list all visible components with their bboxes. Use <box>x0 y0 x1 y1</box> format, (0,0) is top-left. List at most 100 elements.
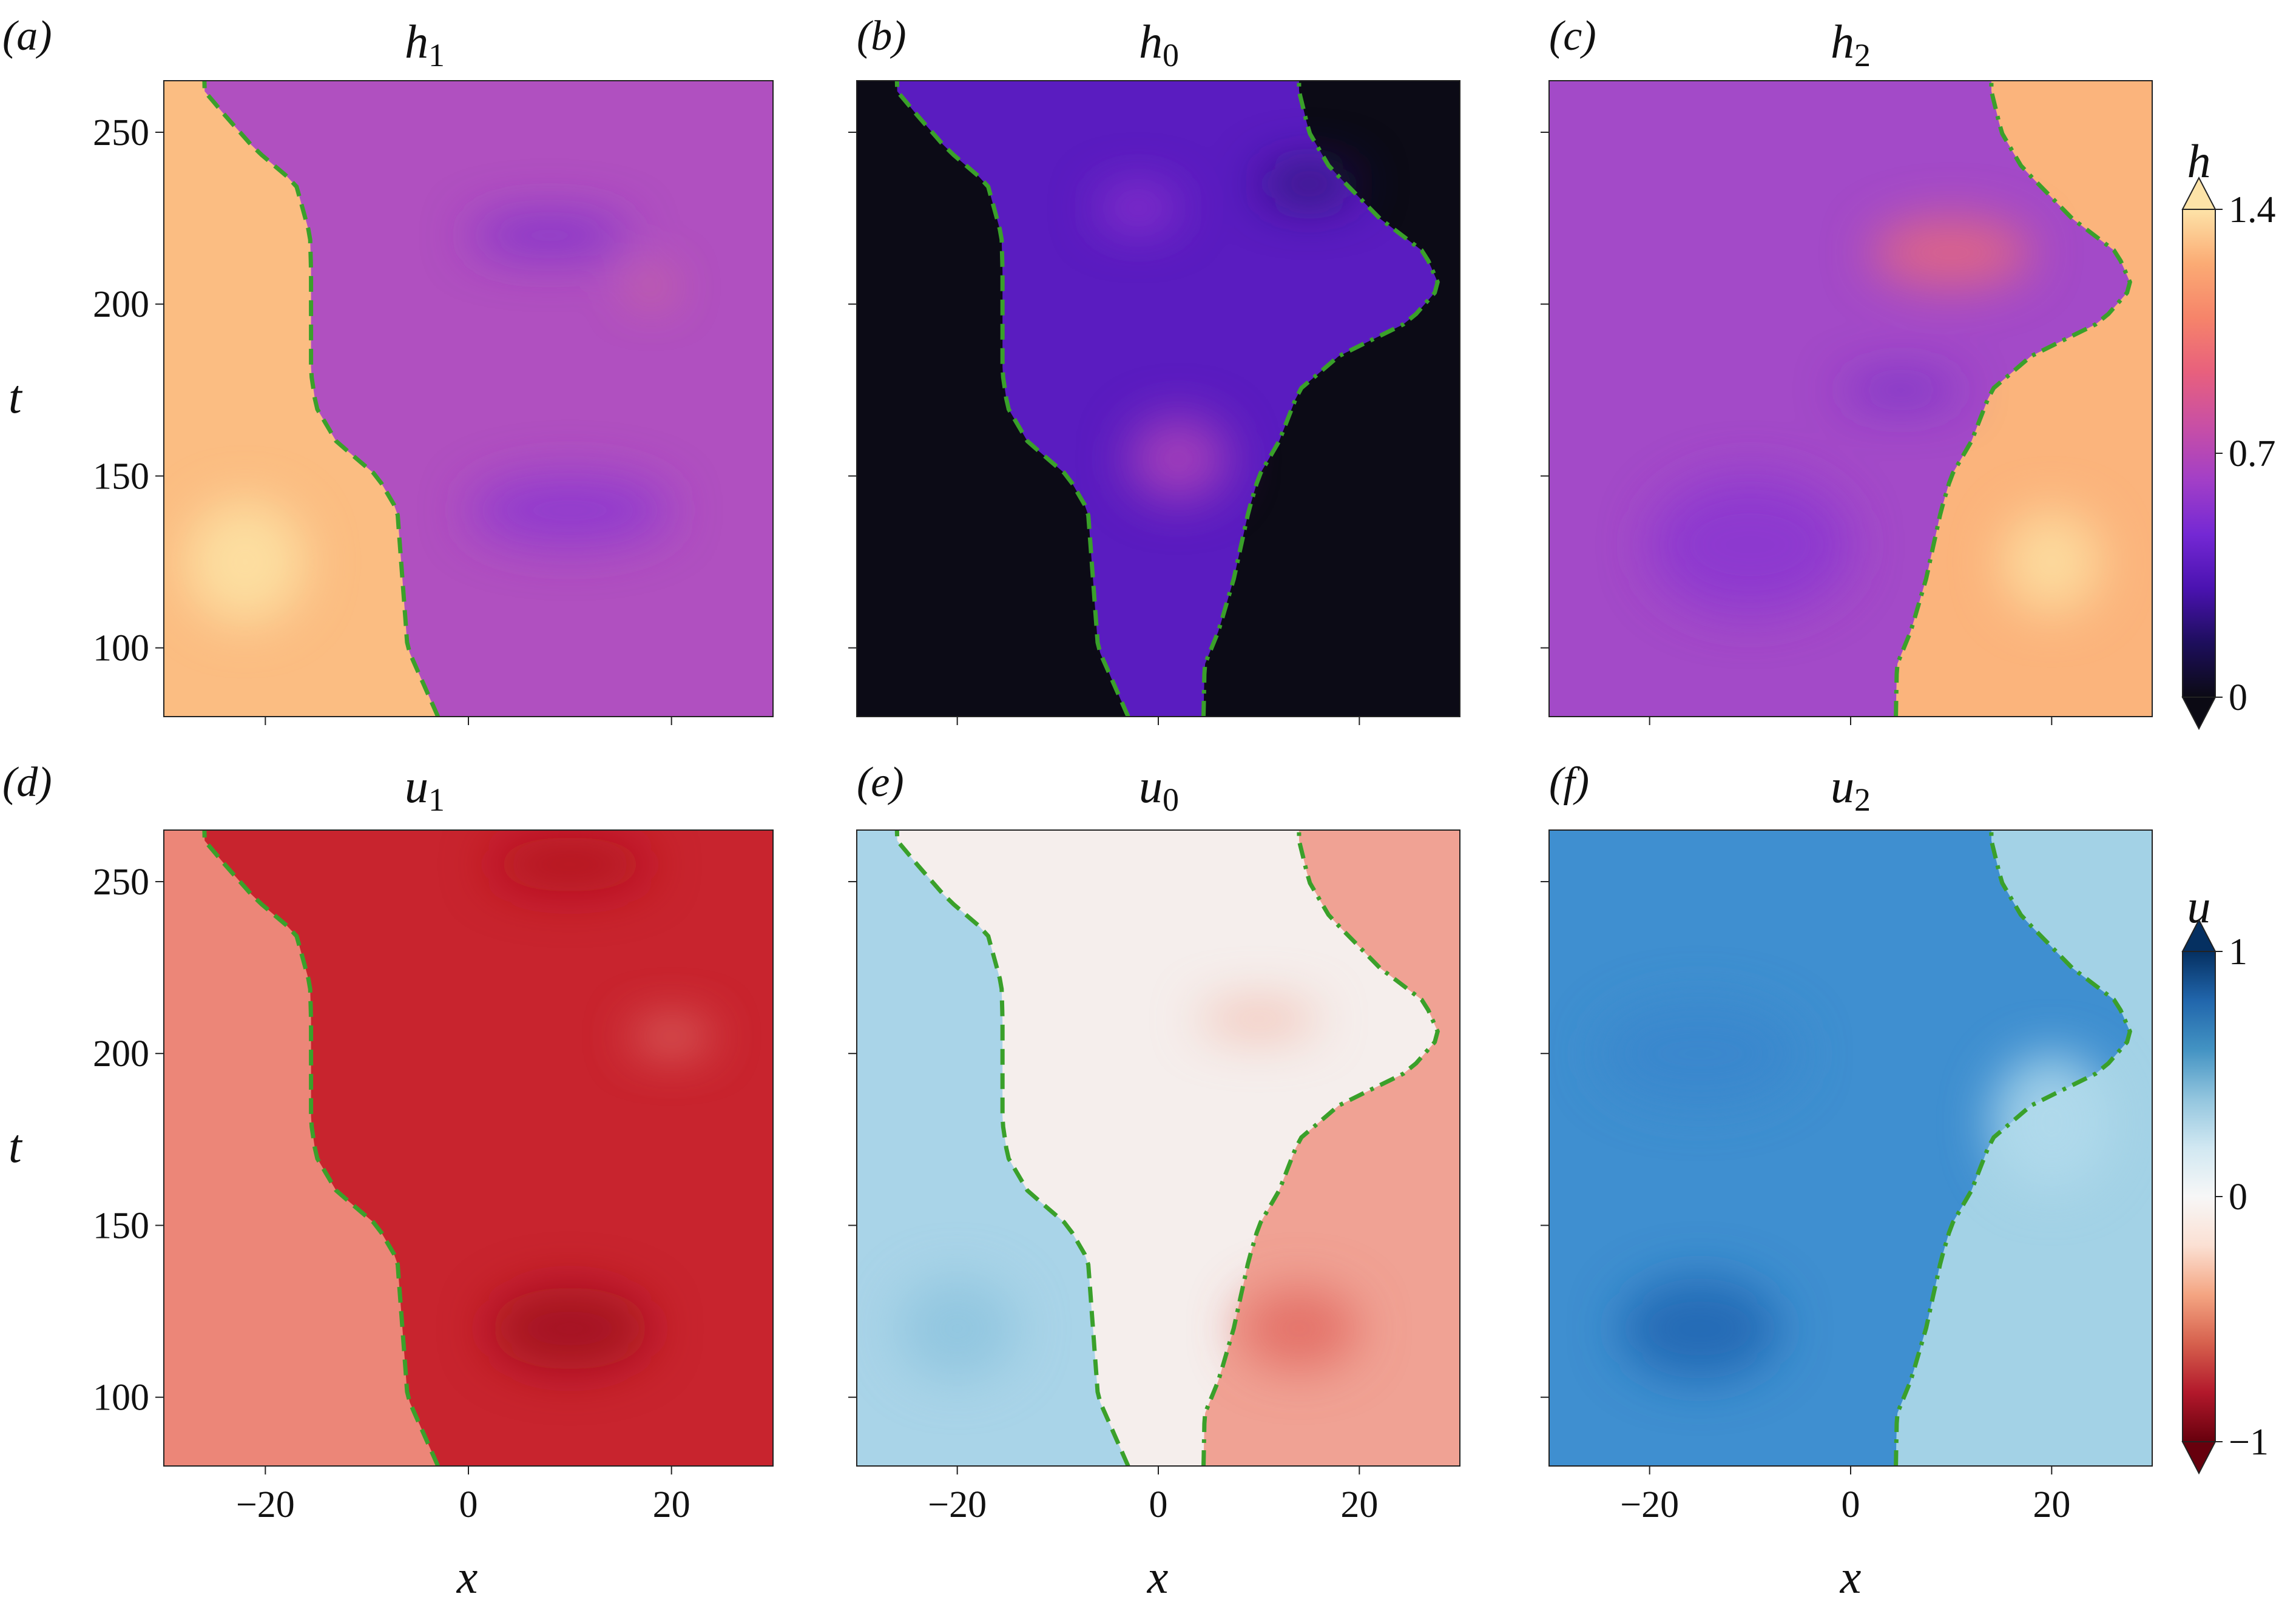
colorbar-tick-label: 0 <box>2229 1177 2247 1218</box>
heatmap-field <box>857 830 1460 1466</box>
x-axis-label-f: x <box>1840 1550 1862 1603</box>
t-tick-label: 250 <box>93 112 149 154</box>
heatmap-feature <box>1128 417 1229 501</box>
colorbar-tick-label: 0 <box>2229 677 2247 718</box>
heatmap-field <box>164 830 773 1466</box>
heatmap-feature <box>1238 1287 1360 1370</box>
left-region <box>164 830 438 1466</box>
heatmap-features <box>184 214 672 624</box>
colorbar-u: u 10−1 <box>2181 880 2269 1475</box>
heatmap-field <box>1549 81 2152 717</box>
panel-c: (c) h2 <box>1541 13 2153 725</box>
panel-label-f: (f) <box>1549 759 1589 806</box>
panel-title-b: h0 <box>1139 15 1179 73</box>
panel-f: (f) u2 −20 0 20 <box>1541 759 2153 1525</box>
heatmap-feature <box>2001 510 2102 614</box>
heatmap-feature <box>184 500 306 624</box>
panel-label-e: (e) <box>857 759 904 806</box>
panel-title-c: h2 <box>1831 15 1871 73</box>
x-tick-label: −20 <box>236 1484 295 1525</box>
heatmap-feature <box>897 1277 1018 1380</box>
panel-d: (d) u1 100 150 200 250 −20 0 20 <box>2 759 774 1525</box>
t-tick-label: 150 <box>93 1205 149 1246</box>
colorbar-tick-label: −1 <box>2229 1422 2269 1463</box>
x-axis-label-d: x <box>456 1550 478 1603</box>
heatmap-feature <box>1991 1053 2112 1191</box>
x-tick-label: 0 <box>1149 1484 1168 1525</box>
heatmap-plot-b <box>848 80 1460 725</box>
heatmap-field <box>1549 830 2152 1466</box>
colorbar-tick-label: 0.7 <box>2229 433 2276 475</box>
t-tick-label: 150 <box>93 456 149 497</box>
panel-label-d: (d) <box>2 759 52 806</box>
boundary-dashdot-line <box>1201 830 1440 1466</box>
boundary-dashdot-line <box>1894 81 2132 717</box>
heatmap-feature <box>1840 376 1962 404</box>
colorbar-tick-label: 1 <box>2229 931 2247 973</box>
x-tick-label: 0 <box>459 1484 478 1525</box>
x-axis-label-e: x <box>1147 1550 1169 1603</box>
heatmap-plot-d: 100 150 200 250 −20 0 20 <box>93 829 774 1525</box>
panel-title-a: h1 <box>405 15 445 73</box>
t-tick-label: 100 <box>93 1377 149 1419</box>
x-tick-label: −20 <box>1620 1484 1679 1525</box>
heatmap-feature <box>1258 163 1360 204</box>
heatmap-feature <box>630 276 672 297</box>
x-tick-label: −20 <box>928 1484 987 1525</box>
heatmap-feature <box>630 1022 712 1050</box>
x-tick-label: 0 <box>1842 1484 1860 1525</box>
heatmap-features <box>1599 1002 2112 1380</box>
heatmap-feature <box>1198 1002 1320 1036</box>
colorbar-gradient <box>2182 209 2216 698</box>
boundary-dashdot-line <box>1201 81 1440 717</box>
heatmap-feature <box>468 476 672 545</box>
heatmap-plot-e: −20 0 20 <box>848 829 1460 1525</box>
heatmap-field <box>164 81 773 717</box>
heatmap-feature <box>1098 187 1179 229</box>
heatmap-plot-a: 100 150 200 250 <box>93 80 774 725</box>
heatmap-feature <box>488 1287 652 1370</box>
heatmap-feature <box>468 214 631 256</box>
heatmap-features <box>897 1002 1360 1380</box>
panel-label-c: (c) <box>1549 13 1596 59</box>
panel-label-b: (b) <box>857 13 907 59</box>
t-tick-label: 100 <box>93 628 149 669</box>
colorbar-min-arrow <box>2181 1441 2217 1475</box>
panel-label-a: (a) <box>2 13 52 59</box>
heatmap-feature <box>1599 1002 1801 1106</box>
colorbar-gradient <box>2182 951 2216 1442</box>
panel-b: (b) h0 <box>848 13 1460 725</box>
heatmap-features <box>488 837 712 1370</box>
boundary-dashed-line <box>894 81 1130 717</box>
heatmap-features <box>1649 218 2102 614</box>
colorbar-tick-label: 1.4 <box>2229 189 2276 231</box>
boundary-dashed-line <box>202 830 441 1466</box>
boundary-dashdot-line <box>1894 830 2132 1466</box>
t-axis-label-bottom: t <box>8 1120 23 1172</box>
heatmap-feature <box>1871 218 2032 287</box>
x-tick-label: 20 <box>653 1484 690 1525</box>
boundary-dashed-line <box>894 830 1130 1466</box>
t-tick-label: 200 <box>93 284 149 325</box>
x-tick-label: 20 <box>1340 1484 1378 1525</box>
heatmap-plot-c <box>1541 80 2153 725</box>
heatmap-feature <box>1619 1277 1781 1380</box>
colorbar-min-arrow <box>2181 697 2217 731</box>
t-tick-label: 250 <box>93 862 149 903</box>
panel-title-d: u1 <box>405 760 445 818</box>
t-tick-label: 200 <box>93 1033 149 1075</box>
heatmap-features <box>1098 163 1360 501</box>
colorbar-h: h 1.40.70 <box>2181 135 2276 731</box>
t-axis-label-top: t <box>8 370 23 423</box>
x-tick-label: 20 <box>2033 1484 2070 1525</box>
panel-title-e: u0 <box>1139 760 1179 818</box>
heatmap-plot-f: −20 0 20 <box>1541 829 2153 1525</box>
heatmap-field <box>857 81 1460 717</box>
heatmap-feature <box>488 837 652 892</box>
panel-a: (a) h1 100 150 200 250 <box>2 13 774 725</box>
panel-e: (e) u0 −20 0 20 <box>848 759 1460 1525</box>
heatmap-feature <box>1649 476 1851 614</box>
panel-title-f: u2 <box>1831 760 1871 818</box>
band-region <box>897 81 1438 717</box>
